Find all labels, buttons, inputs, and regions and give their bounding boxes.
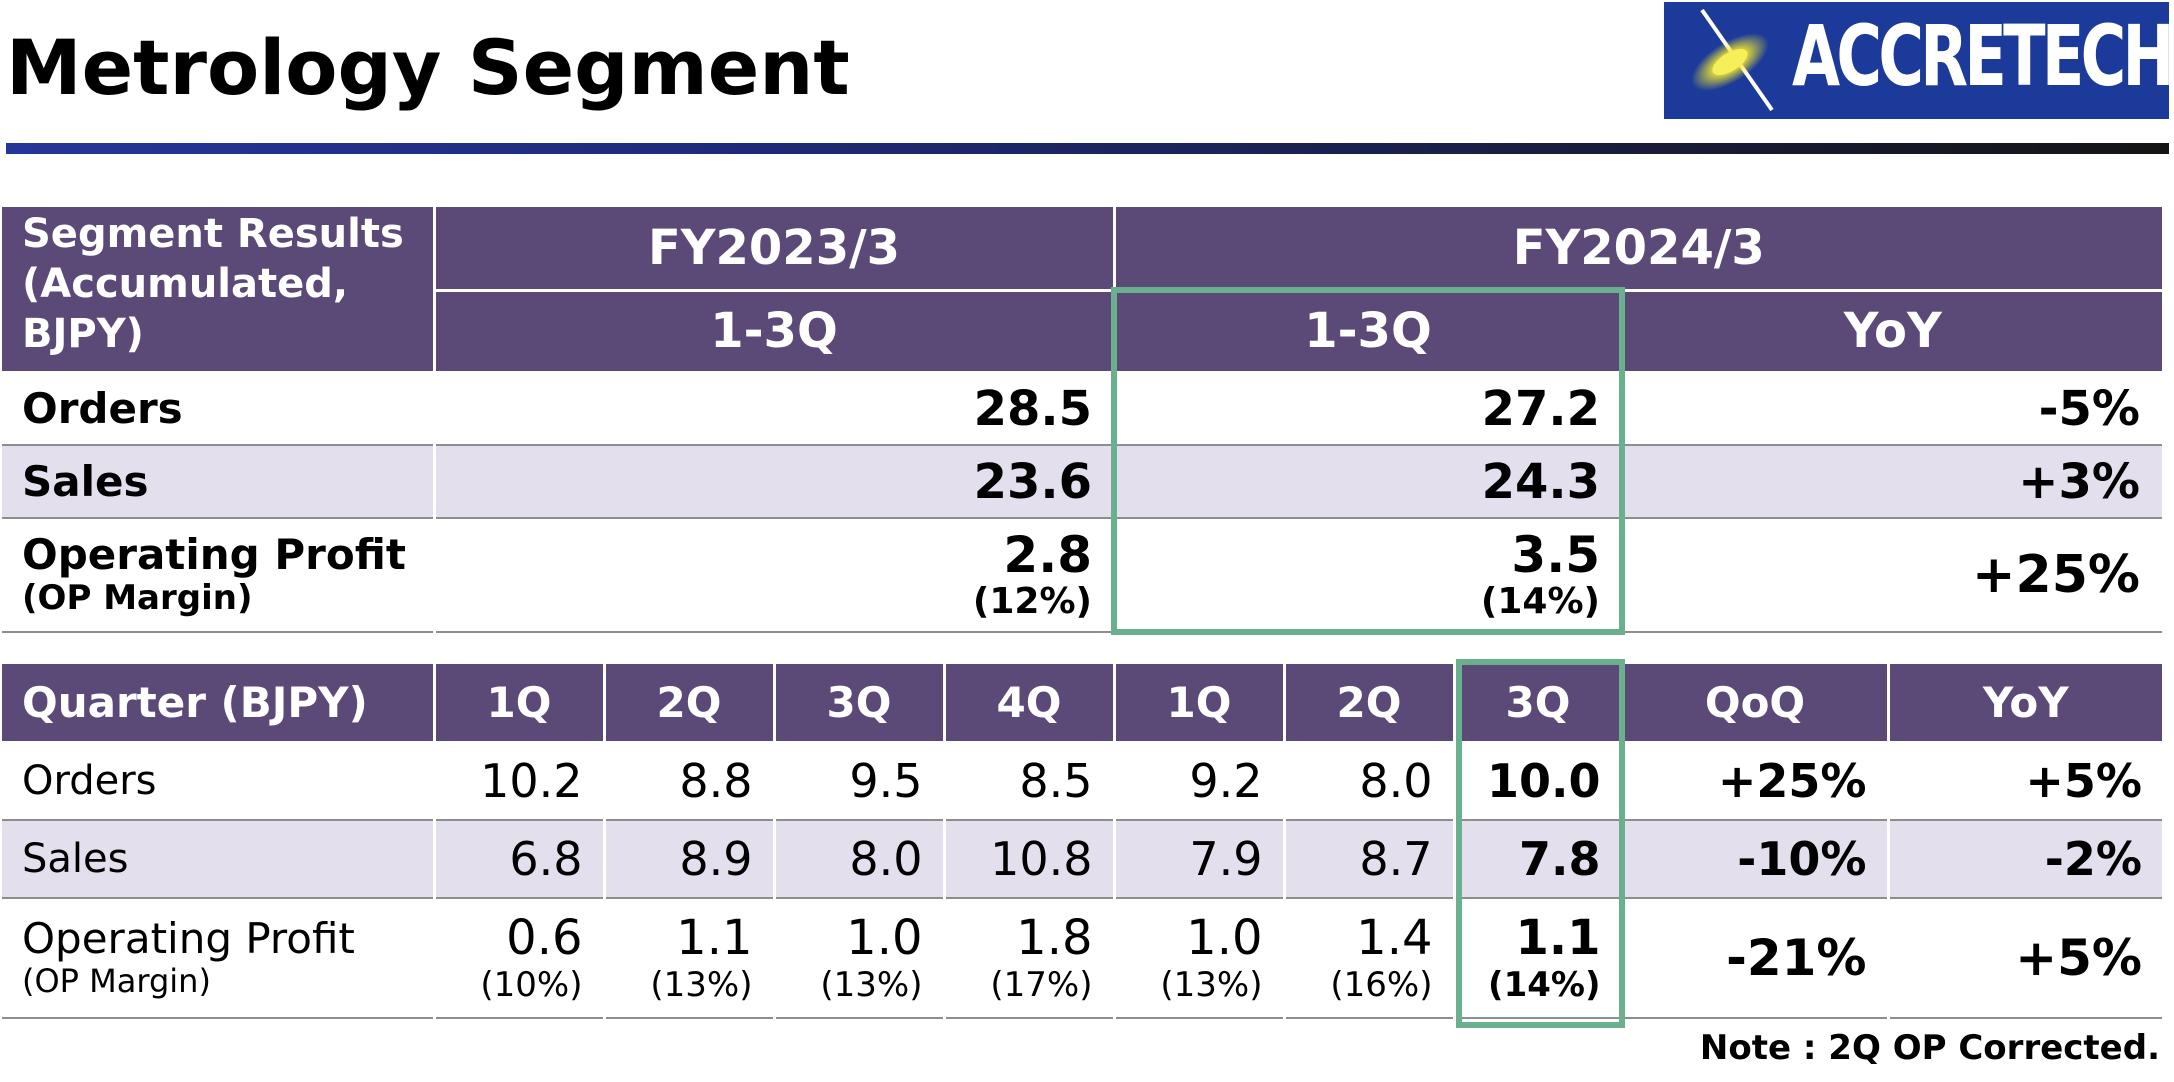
col-header: 1Q [432, 664, 604, 744]
table-row: Sales 6.8 8.9 8.0 10.8 7.9 8.7 7.8 -10% … [2, 820, 2162, 899]
orders-prev: 28.5 [432, 372, 1114, 446]
row-label-orders: Orders [2, 742, 434, 821]
cell: 8.0 [772, 820, 944, 899]
cell: 1.4 (16%) [1282, 898, 1454, 1019]
op-margin: (13%) [650, 965, 753, 1005]
fy-prev-header: FY2023/3 [432, 207, 1114, 292]
op-value: 0.6 [506, 910, 583, 966]
op-curr-margin: (14%) [1480, 581, 1600, 622]
col-header: 3Q [1452, 664, 1622, 744]
cell: 1.0 (13%) [772, 898, 944, 1019]
cell-yoy: -2% [1886, 820, 2162, 899]
fy-curr-header: FY2024/3 [1112, 207, 2162, 292]
title-rule [6, 143, 2169, 154]
orders-yoy: -5% [1622, 372, 2162, 446]
row-label-sales: Sales [2, 445, 434, 519]
cell: 8.9 [602, 820, 774, 899]
col-header: 1Q [1112, 664, 1284, 744]
cell-qoq: -10% [1620, 820, 1888, 899]
op-margin: (16%) [1330, 965, 1433, 1005]
cell: 9.5 [772, 742, 944, 821]
orders-curr: 27.2 [1114, 372, 1622, 446]
page-title: Metrology Segment [6, 23, 850, 112]
op-margin-label: (OP Margin) [22, 962, 211, 1000]
op-prev-value: 2.8 [1003, 526, 1092, 584]
op-value: 1.1 [676, 910, 753, 966]
cell: 6.8 [432, 820, 604, 899]
cell: 10.2 [432, 742, 604, 821]
row-label-operating-profit: Operating Profit (OP Margin) [2, 518, 434, 633]
cell-yoy: +5% [1886, 742, 2162, 821]
cell: 8.7 [1282, 820, 1454, 899]
col-header: YoY [1886, 664, 2162, 744]
op-value: 1.1 [1515, 910, 1601, 966]
cell-current: 10.0 [1452, 742, 1622, 821]
col-header: 2Q [602, 664, 774, 744]
cell: 8.5 [942, 742, 1114, 821]
cell-qoq: +25% [1620, 742, 1888, 821]
table-row: Sales 23.6 24.3 +3% [2, 445, 2162, 519]
col-header: QoQ [1620, 664, 1888, 744]
op-prev-margin: (12%) [972, 581, 1092, 622]
cell: 0.6 (10%) [432, 898, 604, 1019]
op-margin: (13%) [820, 965, 923, 1005]
cell: 8.8 [602, 742, 774, 821]
cell: 1.8 (17%) [942, 898, 1114, 1019]
segment-results-header: Segment Results (Accumulated, BJPY) [2, 207, 434, 374]
table-row: Orders 10.2 8.8 9.5 8.5 9.2 8.0 10.0 +25… [2, 742, 2162, 821]
footnote: Note : 2Q OP Corrected. [1699, 1028, 2160, 1068]
op-value: 1.8 [1016, 910, 1093, 966]
quarterly-table: Quarter (BJPY) 1Q 2Q 3Q 4Q 1Q 2Q 3Q QoQ … [2, 664, 2162, 1019]
op-margin: (17%) [990, 965, 1093, 1005]
cell: 1.1 (13%) [602, 898, 774, 1019]
op-value: 1.0 [1186, 910, 1263, 966]
sales-yoy: +3% [1622, 445, 2162, 519]
op-label: Operating Profit [22, 914, 355, 963]
accumulated-results-table: Segment Results (Accumulated, BJPY) FY20… [2, 207, 2162, 633]
row-label-operating-profit: Operating Profit (OP Margin) [2, 898, 434, 1019]
table-row: Orders 28.5 27.2 -5% [2, 372, 2162, 446]
table-row: Operating Profit (OP Margin) 2.8 (12%) 3… [2, 518, 2162, 633]
cell-yoy: +5% [1886, 898, 2162, 1019]
col-header: 2Q [1282, 664, 1454, 744]
quarter-header: Quarter (BJPY) [2, 664, 434, 744]
table-row: Operating Profit (OP Margin) 0.6 (10%) 1.… [2, 898, 2162, 1019]
flare-icon [1691, 8, 1774, 112]
op-margin-label: (OP Margin) [22, 578, 253, 618]
row-label-orders: Orders [2, 372, 434, 446]
yoy-header: YoY [1620, 290, 2162, 374]
cell: 1.0 (13%) [1112, 898, 1284, 1019]
cell: 8.0 [1282, 742, 1454, 821]
cell: 9.2 [1112, 742, 1284, 821]
sales-curr: 24.3 [1114, 445, 1622, 519]
prev-period-header: 1-3Q [432, 290, 1114, 374]
sales-prev: 23.6 [432, 445, 1114, 519]
op-value: 1.0 [846, 910, 923, 966]
op-margin: (14%) [1488, 965, 1601, 1005]
op-label: Operating Profit [22, 530, 406, 579]
cell: 10.8 [942, 820, 1114, 899]
op-curr: 3.5 (14%) [1114, 518, 1622, 633]
op-yoy: +25% [1622, 518, 2162, 633]
accretech-logo: ACCRETECH [1664, 2, 2174, 119]
row-label-sales: Sales [2, 820, 434, 899]
cell-qoq: -21% [1620, 898, 1888, 1019]
cell-current: 1.1 (14%) [1452, 898, 1622, 1019]
cell: 7.9 [1112, 820, 1284, 899]
op-value: 1.4 [1356, 910, 1433, 966]
curr-period-header: 1-3Q [1112, 290, 1622, 374]
col-header: 4Q [942, 664, 1114, 744]
col-header: 3Q [772, 664, 944, 744]
op-prev: 2.8 (12%) [432, 518, 1114, 633]
op-margin: (13%) [1160, 965, 1263, 1005]
op-curr-value: 3.5 [1511, 526, 1600, 584]
op-margin: (10%) [480, 965, 583, 1005]
cell-current: 7.8 [1452, 820, 1622, 899]
logo-text: ACCRETECH [1792, 7, 2174, 105]
